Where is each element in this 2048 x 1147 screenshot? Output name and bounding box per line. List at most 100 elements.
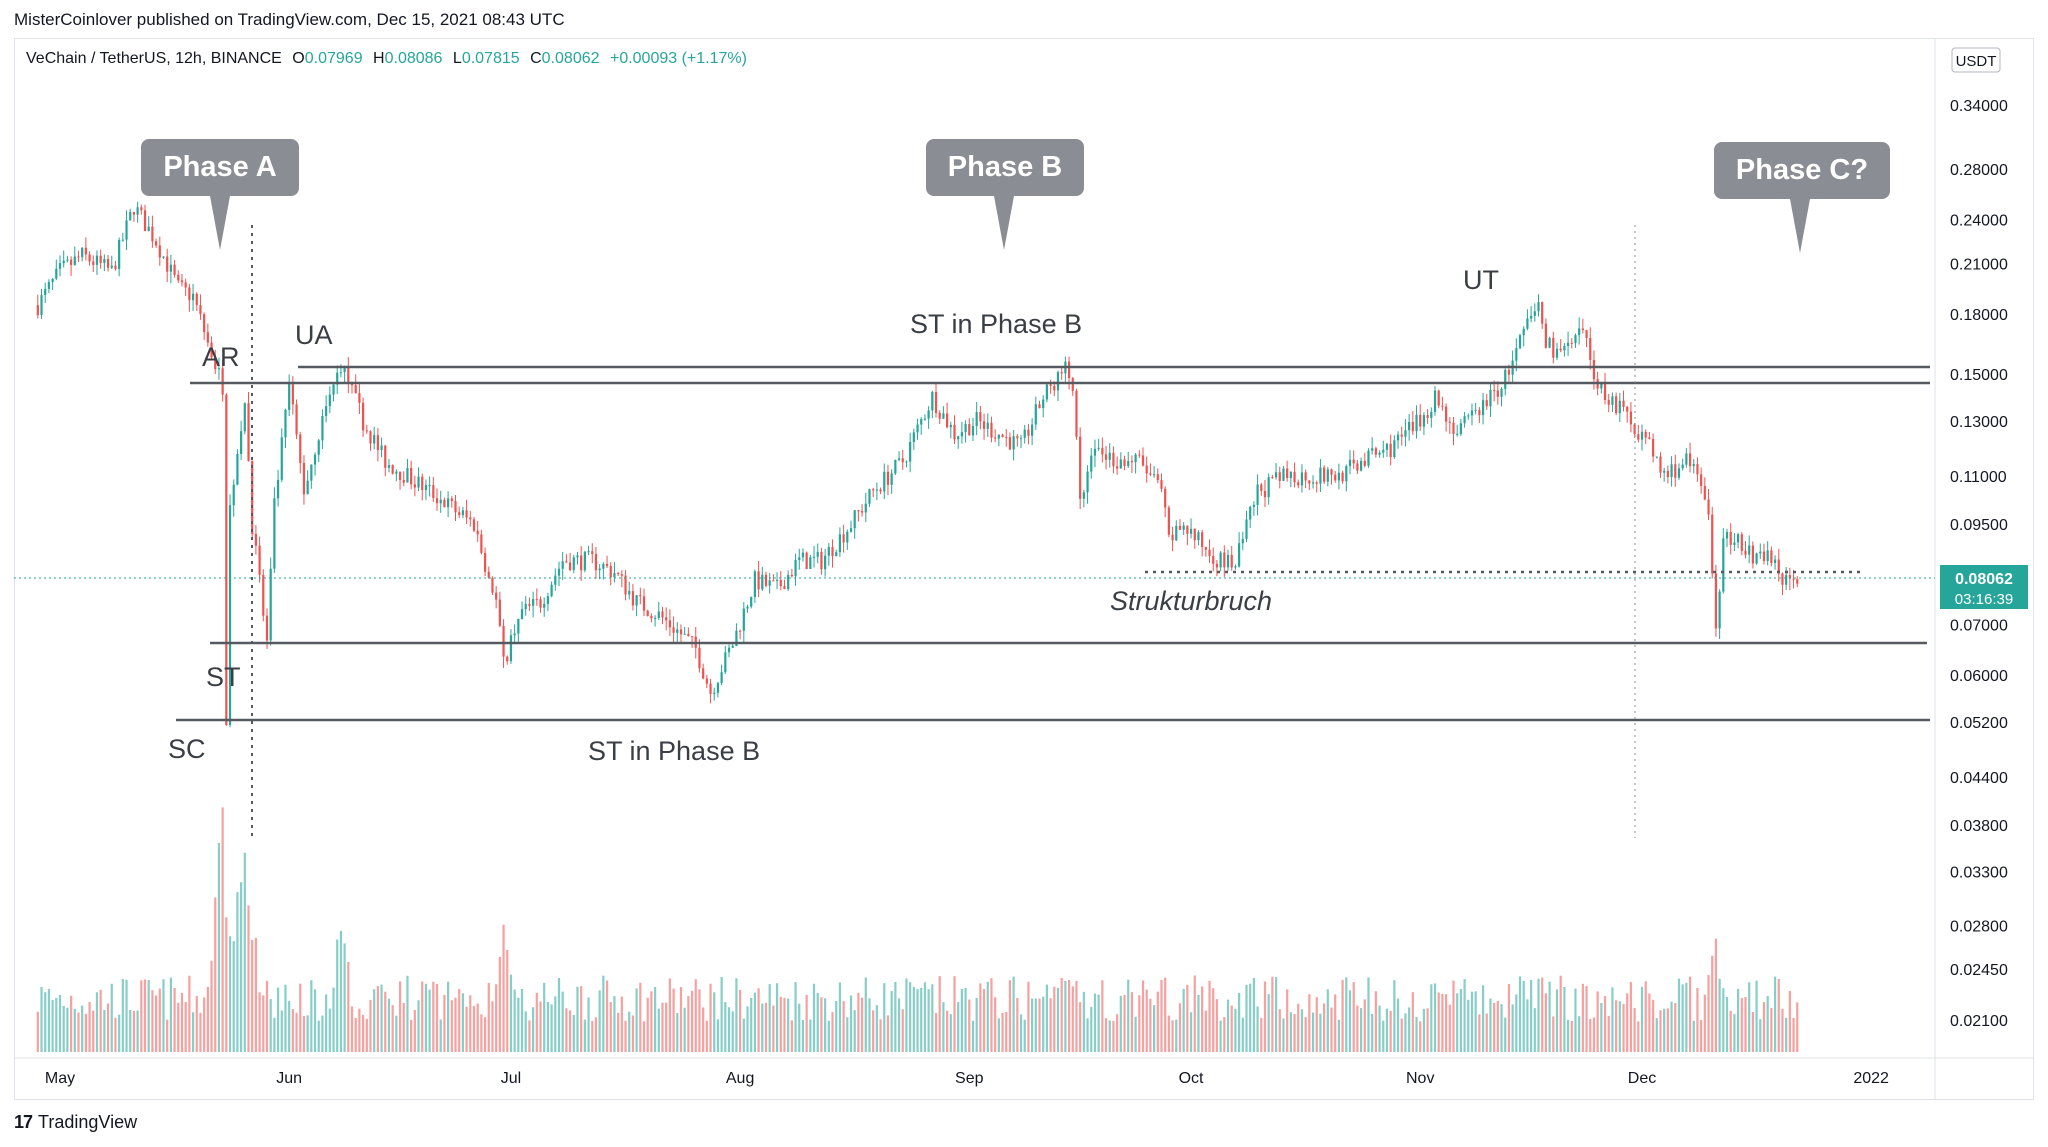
volume-bar bbox=[1563, 987, 1566, 1052]
volume-bar bbox=[964, 987, 967, 1052]
volume-bar bbox=[750, 997, 753, 1052]
volume-bar bbox=[236, 892, 239, 1052]
volume-bar bbox=[1141, 980, 1145, 1052]
volume-bar bbox=[986, 981, 989, 1052]
candle-body bbox=[1762, 551, 1766, 561]
candle-body bbox=[265, 615, 269, 641]
volume-bar bbox=[406, 975, 409, 1052]
volume-bar bbox=[1785, 1017, 1788, 1052]
volume-bar bbox=[1193, 975, 1196, 1052]
price-axis[interactable]: 0.34000 0.28000 0.24000 0.21000 0.18000 0.150… bbox=[1950, 98, 2008, 1030]
candle-body bbox=[1655, 456, 1658, 458]
candle-body bbox=[1286, 468, 1289, 479]
candle-body bbox=[920, 419, 923, 425]
candle-body bbox=[1759, 551, 1762, 554]
volume-bar bbox=[890, 991, 893, 1052]
volume-bar bbox=[1167, 1015, 1170, 1052]
candle-body bbox=[1467, 415, 1470, 417]
candle-body bbox=[1260, 484, 1263, 491]
candle-body bbox=[1371, 448, 1374, 451]
symbol-name[interactable]: VeChain / TetherUS, 12h, BINANCE bbox=[26, 50, 282, 67]
volume-bar bbox=[535, 992, 538, 1052]
candle-body bbox=[679, 629, 683, 635]
candle-body bbox=[857, 510, 860, 512]
candle-body bbox=[635, 595, 638, 606]
candle-body bbox=[1792, 578, 1795, 580]
candle-body bbox=[1027, 429, 1030, 436]
candle-body bbox=[909, 441, 912, 462]
candle-body bbox=[1345, 466, 1348, 482]
time-axis[interactable]: May Jun Jul Aug Sep Oct Nov Dec 2022 bbox=[45, 1070, 1889, 1087]
volume-bar bbox=[1208, 980, 1211, 1052]
candle-body bbox=[373, 435, 376, 444]
candle-body bbox=[620, 574, 623, 576]
volume-bar bbox=[247, 905, 250, 1052]
candle-body bbox=[1079, 436, 1082, 499]
candle-body bbox=[1334, 474, 1337, 481]
candle-body bbox=[805, 552, 808, 569]
volume-bar bbox=[528, 1020, 531, 1052]
volume-bar bbox=[1286, 989, 1289, 1052]
volume-bar bbox=[232, 941, 235, 1052]
volume-bar bbox=[410, 1019, 413, 1052]
volume-bar bbox=[1762, 1001, 1766, 1052]
volume-bar bbox=[1175, 1019, 1178, 1052]
volume-bar bbox=[1603, 996, 1607, 1052]
volume-bar bbox=[1788, 990, 1791, 1052]
candle-body bbox=[480, 534, 483, 553]
candle-body bbox=[358, 393, 361, 403]
phase-c-callout: Phase C? bbox=[1714, 142, 1890, 253]
candle-body bbox=[1729, 531, 1732, 545]
candle-body bbox=[1289, 471, 1292, 479]
candle-body bbox=[905, 461, 908, 463]
candle-body bbox=[1160, 480, 1163, 489]
volume-bar bbox=[1396, 998, 1400, 1052]
candle-body bbox=[631, 591, 635, 606]
candle-body bbox=[753, 571, 757, 597]
candle-body bbox=[842, 534, 845, 543]
volume-bar bbox=[1371, 1013, 1374, 1052]
volume-bar bbox=[1500, 1004, 1503, 1052]
volume-bar bbox=[1607, 1015, 1610, 1052]
volume-bar bbox=[1692, 1020, 1695, 1052]
candle-body bbox=[95, 255, 99, 265]
volume-bar bbox=[439, 1019, 442, 1052]
candle-body bbox=[406, 467, 409, 483]
candle-body bbox=[668, 620, 671, 628]
volume-bar bbox=[1618, 1001, 1621, 1052]
volume-bar bbox=[805, 994, 808, 1052]
volume-bar bbox=[1777, 979, 1780, 1052]
candle-body bbox=[879, 489, 882, 492]
candle-body bbox=[1042, 399, 1045, 409]
candle-body bbox=[432, 485, 435, 499]
candle-body bbox=[1788, 575, 1791, 579]
volume-bar bbox=[506, 950, 509, 1052]
volume-bar bbox=[639, 982, 642, 1052]
volume-bar bbox=[1504, 1017, 1507, 1052]
candle-body bbox=[591, 551, 594, 555]
volume-bar bbox=[1311, 1012, 1315, 1052]
time-tick-label: Oct bbox=[1179, 1070, 1204, 1087]
volume-bar bbox=[1748, 982, 1751, 1052]
candle-body bbox=[1197, 532, 1200, 541]
candle-body bbox=[779, 579, 782, 587]
candle-body bbox=[1215, 563, 1219, 568]
volume-bar bbox=[302, 1016, 306, 1052]
candle-body bbox=[1071, 378, 1074, 391]
tradingview-logo[interactable]: 17 TradingView bbox=[14, 1112, 137, 1133]
currency-badge[interactable]: USDT bbox=[1951, 47, 2001, 73]
candle-body bbox=[727, 647, 731, 653]
volume-bar bbox=[509, 974, 513, 1052]
candle-body bbox=[550, 584, 553, 597]
candle-body bbox=[398, 471, 402, 480]
volume-bar bbox=[1134, 1016, 1137, 1052]
candle-body bbox=[214, 357, 217, 370]
candle-body bbox=[81, 247, 84, 258]
candle-body bbox=[1718, 591, 1721, 629]
candle-body bbox=[132, 211, 136, 215]
time-tick-label: Aug bbox=[726, 1070, 754, 1087]
candle-body bbox=[1748, 545, 1751, 555]
volume-bar bbox=[1341, 979, 1344, 1052]
volume-bar bbox=[849, 995, 853, 1052]
